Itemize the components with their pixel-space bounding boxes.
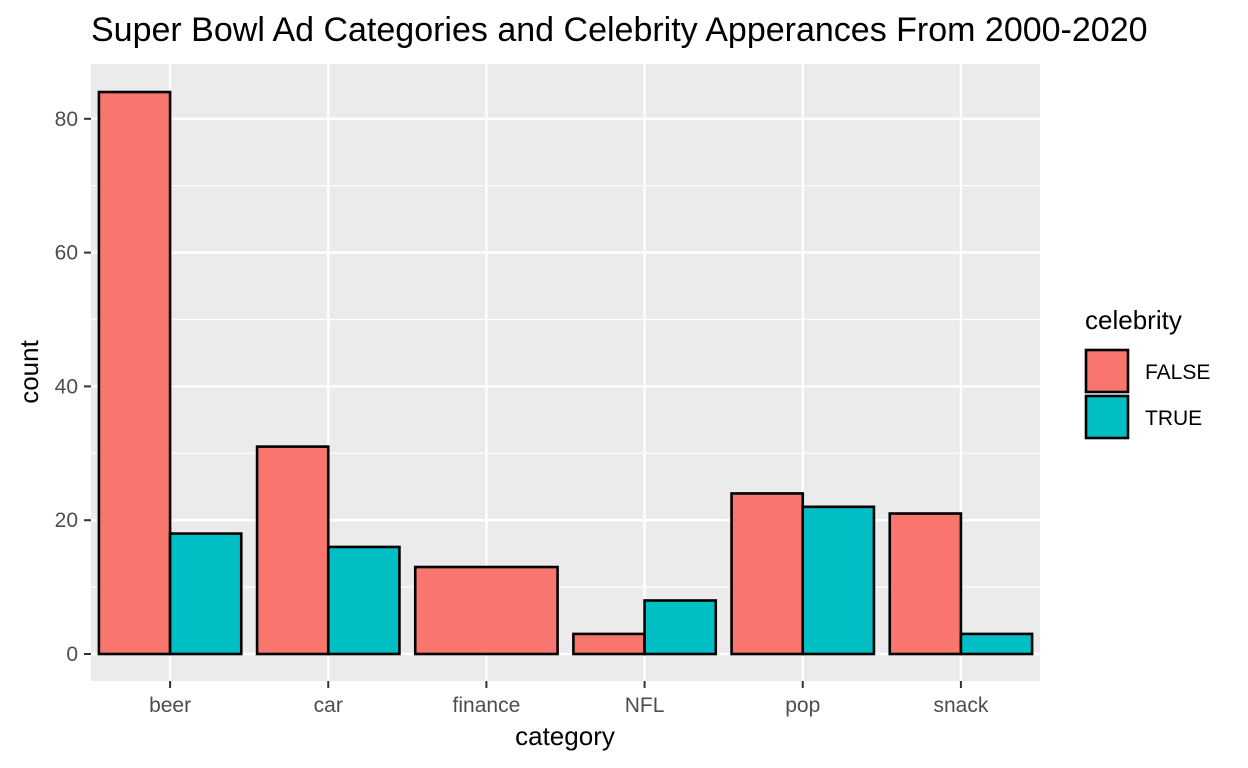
grid-minor xyxy=(91,185,1040,588)
bar-car-true xyxy=(326,545,401,656)
legend-title: celebrity xyxy=(1085,305,1182,335)
x-tick-label-snack: snack xyxy=(933,694,988,717)
bar-NFL-false xyxy=(572,632,646,656)
y-tick-label: 20 xyxy=(55,509,78,532)
bar-pop-false xyxy=(730,492,805,656)
legend-key-true xyxy=(1084,394,1130,440)
y-tick-label: 80 xyxy=(55,108,78,131)
legend-label-false: FALSE xyxy=(1145,361,1210,384)
chart-title: Super Bowl Ad Categories and Celebrity A… xyxy=(91,11,1148,49)
y-axis: 0 20 40 60 80 xyxy=(55,108,91,666)
x-tick-label-NFL: NFL xyxy=(625,694,665,717)
bar-finance-false xyxy=(413,565,559,656)
bar-NFL-true xyxy=(643,599,718,656)
bar-pop-true xyxy=(801,505,876,656)
x-tick-label-finance: finance xyxy=(453,694,521,717)
x-tick-label-pop: pop xyxy=(785,694,820,717)
y-tick-label: 0 xyxy=(66,643,78,666)
y-tick-label: 60 xyxy=(55,242,78,265)
y-tick-label: 40 xyxy=(55,375,78,398)
y-axis-title: count xyxy=(14,339,44,403)
bar-snack-true xyxy=(959,632,1034,656)
bar-snack-false xyxy=(888,512,963,656)
x-tick-label-car: car xyxy=(314,694,343,717)
x-axis: beer car finance NFL pop snack xyxy=(149,681,989,717)
x-axis-title: category xyxy=(515,721,615,751)
legend-key-false xyxy=(1084,348,1130,394)
bars xyxy=(97,90,1034,656)
legend-label-true: TRUE xyxy=(1145,407,1202,430)
bar-car-false xyxy=(255,445,330,656)
plot-panel xyxy=(91,64,1040,681)
x-tick-label-beer: beer xyxy=(149,694,191,717)
bar-beer-true xyxy=(168,532,243,656)
legend: celebrity FALSE TRUE xyxy=(1084,305,1210,440)
bar-beer-false xyxy=(97,90,172,656)
